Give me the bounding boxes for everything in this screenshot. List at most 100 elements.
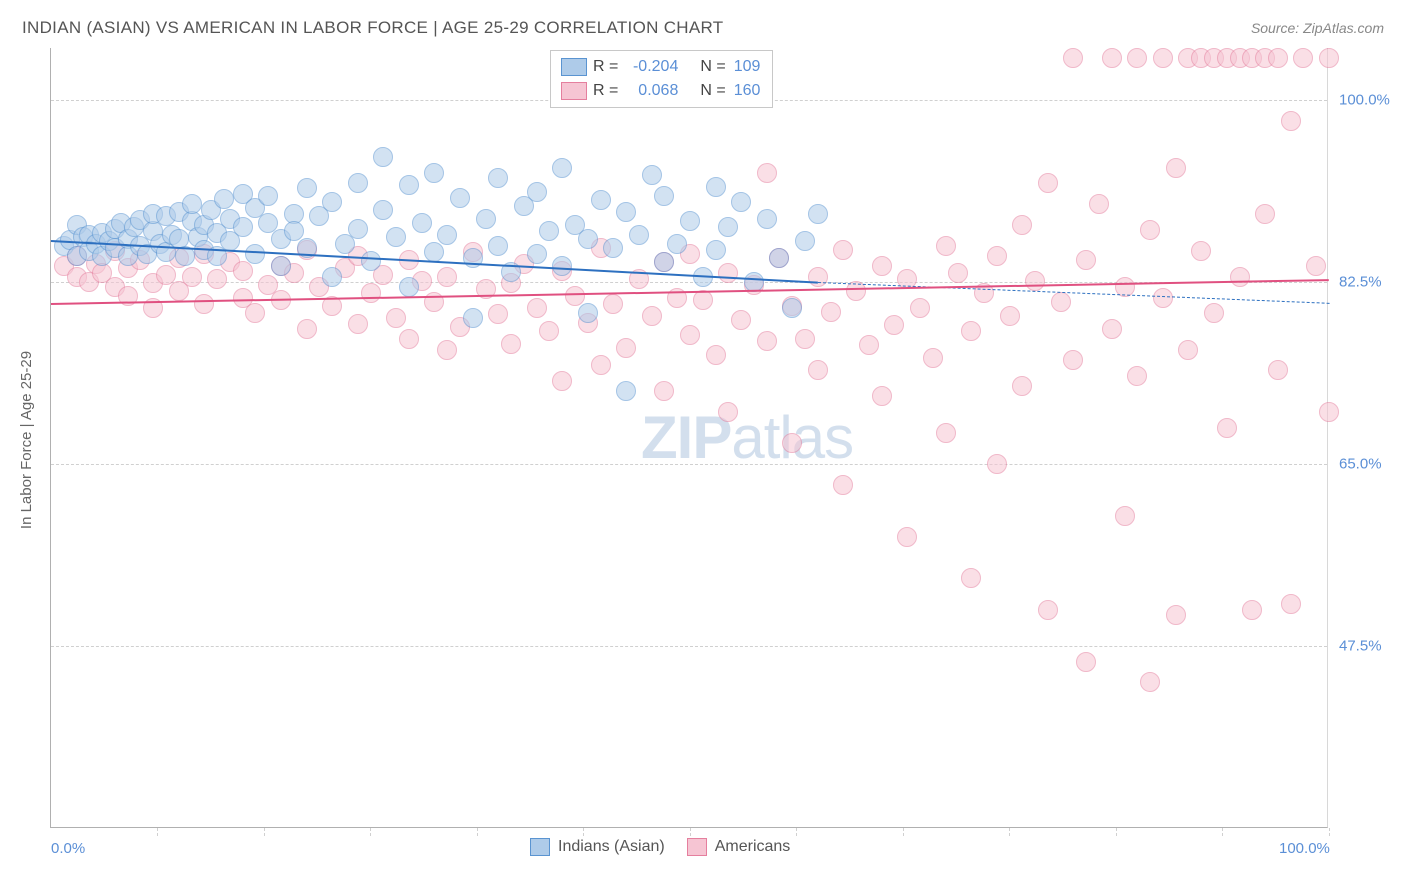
indian-point (463, 308, 483, 328)
american-point (1153, 288, 1173, 308)
american-point (182, 267, 202, 287)
american-point (1281, 594, 1301, 614)
x-tick (583, 828, 584, 836)
indian-point (373, 200, 393, 220)
american-point (616, 338, 636, 358)
indian-point (322, 267, 342, 287)
indian-point (373, 147, 393, 167)
american-point (1204, 303, 1224, 323)
legend-r-label: R = (593, 79, 618, 103)
indian-point (667, 234, 687, 254)
american-point (565, 286, 585, 306)
american-point (833, 475, 853, 495)
indian-point (399, 277, 419, 297)
american-point (1230, 267, 1250, 287)
american-point (1306, 256, 1326, 276)
american-point (1281, 111, 1301, 131)
american-point (207, 269, 227, 289)
american-point (1191, 241, 1211, 261)
indian-point (706, 240, 726, 260)
american-point (757, 163, 777, 183)
legend-n-val: 160 (732, 79, 763, 103)
american-point (718, 263, 738, 283)
american-point (680, 325, 700, 345)
american-point (808, 360, 828, 380)
american-point (923, 348, 943, 368)
y-tick-label: 65.0% (1339, 456, 1382, 473)
legend-r-val: 0.068 (624, 79, 680, 103)
plot-area: ZIPatlas 100.0%82.5%65.0%47.5%0.0%100.0% (50, 48, 1328, 828)
source-label: Source: ZipAtlas.com (1251, 20, 1384, 36)
american-point (527, 298, 547, 318)
indian-point (348, 173, 368, 193)
x-tick (477, 828, 478, 836)
legend-swatch (687, 838, 707, 856)
american-point (1242, 600, 1262, 620)
american-point (603, 294, 623, 314)
y-axis-label: In Labor Force | Age 25-29 (18, 351, 35, 529)
american-point (821, 302, 841, 322)
x-tick (903, 828, 904, 836)
american-point (1076, 250, 1096, 270)
indian-point (680, 211, 700, 231)
american-point (757, 331, 777, 351)
gridline-h (51, 464, 1327, 465)
indian-point (214, 189, 234, 209)
american-point (936, 423, 956, 443)
american-point (386, 308, 406, 328)
indian-point (297, 178, 317, 198)
indian-point (450, 188, 470, 208)
american-point (731, 310, 751, 330)
legend-r-val: -0.204 (624, 55, 680, 79)
american-point (654, 381, 674, 401)
title-row: INDIAN (ASIAN) VS AMERICAN IN LABOR FORC… (22, 18, 1384, 38)
american-point (539, 321, 559, 341)
american-point (961, 568, 981, 588)
legend-n-label: N = (700, 55, 725, 79)
american-point (361, 283, 381, 303)
american-point (1025, 271, 1045, 291)
indian-point (539, 221, 559, 241)
american-point (1012, 215, 1032, 235)
american-point (910, 298, 930, 318)
x-tick-label: 100.0% (1279, 840, 1330, 857)
american-point (1115, 506, 1135, 526)
american-point (808, 267, 828, 287)
american-point (833, 240, 853, 260)
indian-point (782, 298, 802, 318)
american-point (233, 261, 253, 281)
indian-point (603, 238, 623, 258)
american-point (399, 329, 419, 349)
indian-point (578, 229, 598, 249)
indian-point (488, 236, 508, 256)
indian-point (424, 242, 444, 262)
bottom-legend-item: Americans (687, 838, 791, 856)
american-point (961, 321, 981, 341)
american-point (552, 371, 572, 391)
indian-point (731, 192, 751, 212)
legend-label: Indians (Asian) (558, 838, 665, 856)
legend-swatch (561, 82, 587, 100)
indian-point (527, 244, 547, 264)
x-tick-label: 0.0% (51, 840, 85, 857)
indian-point (399, 175, 419, 195)
legend-n-label: N = (700, 79, 725, 103)
chart-container: INDIAN (ASIAN) VS AMERICAN IN LABOR FORC… (0, 0, 1406, 892)
american-point (245, 303, 265, 323)
american-point (1319, 48, 1339, 68)
american-point (1140, 220, 1160, 240)
indian-point (642, 165, 662, 185)
y-tick-label: 82.5% (1339, 274, 1382, 291)
american-point (1255, 204, 1275, 224)
american-point (1063, 350, 1083, 370)
american-point (488, 304, 508, 324)
indian-point (258, 186, 278, 206)
american-point (987, 246, 1007, 266)
indian-point (488, 168, 508, 188)
indian-point (322, 192, 342, 212)
x-tick (796, 828, 797, 836)
american-point (1063, 48, 1083, 68)
x-tick (264, 828, 265, 836)
indian-point (616, 381, 636, 401)
american-point (1166, 605, 1186, 625)
